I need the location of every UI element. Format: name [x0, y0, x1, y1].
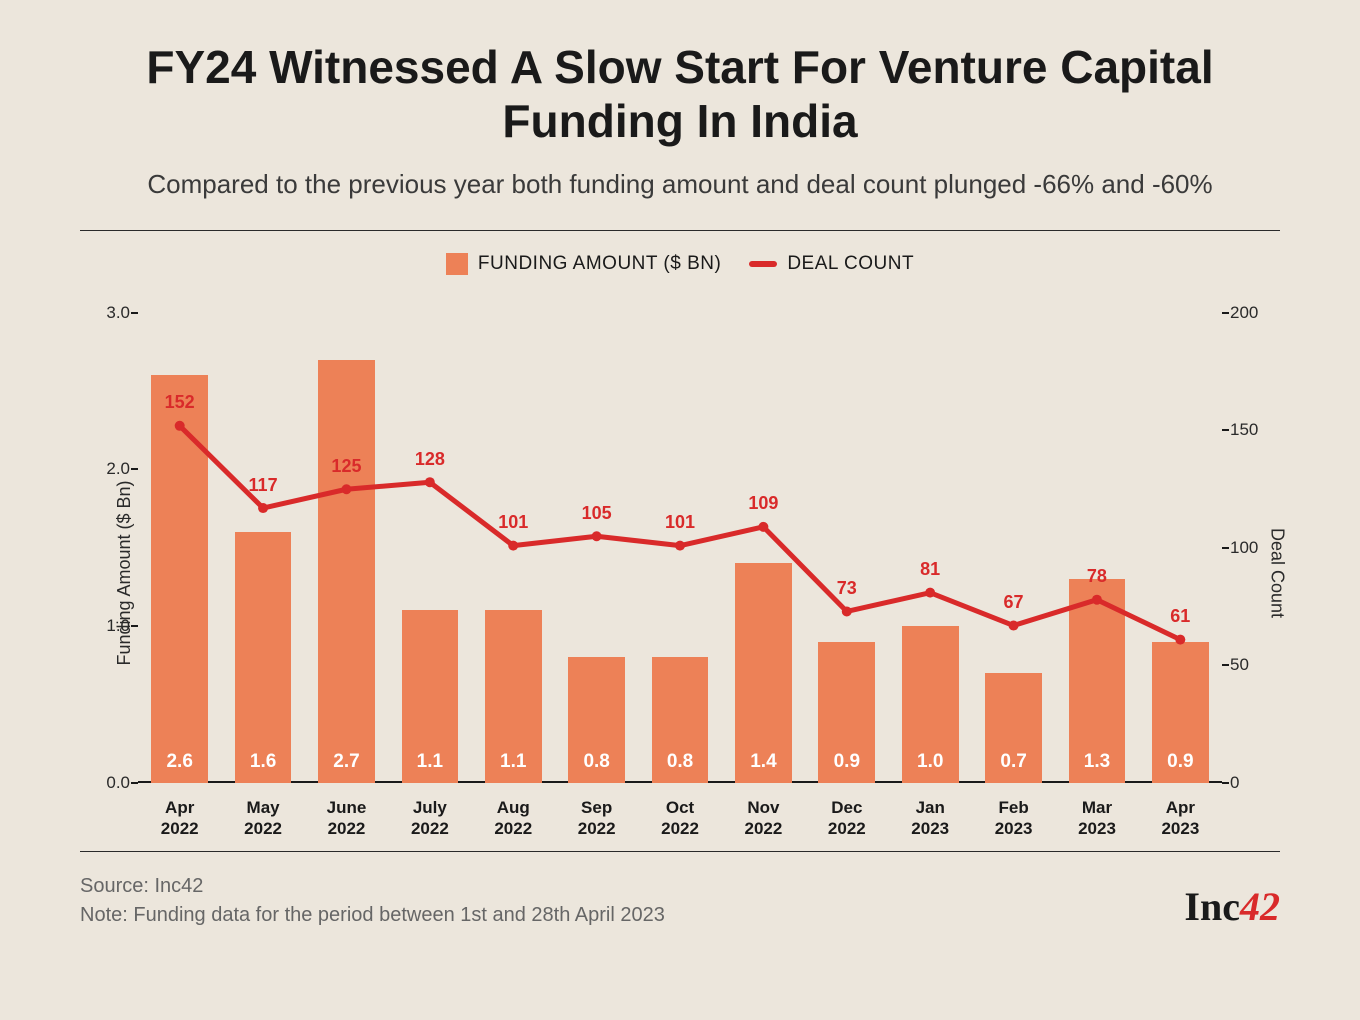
funding-bar-label: 0.9 [1167, 751, 1193, 783]
deal-count-label: 61 [1170, 606, 1190, 627]
x-tick-label: Oct2022 [638, 791, 721, 843]
footer: Source: Inc42 Note: Funding data for the… [80, 852, 1280, 930]
y-right-tick: 50 [1230, 655, 1270, 675]
funding-bar-label: 2.6 [166, 751, 192, 783]
x-tick-label: Jan2023 [889, 791, 972, 843]
x-tick-label: July2022 [388, 791, 471, 843]
funding-bar: 1.6 [235, 532, 292, 783]
bars-container: 2.6 1.6 2.7 1.1 1.1 0.8 0.8 1.4 0.9 1.0 0.7 1.3 0.9 [138, 313, 1222, 783]
funding-bar: 0.7 [985, 673, 1042, 783]
funding-bar-label: 1.6 [250, 751, 276, 783]
chart-subtitle: Compared to the previous year both fundi… [80, 167, 1280, 202]
funding-bar-label: 0.9 [834, 751, 860, 783]
x-tick-label: May2022 [221, 791, 304, 843]
logo: Inc42 [1184, 883, 1280, 930]
funding-bar-label: 0.7 [1000, 751, 1026, 783]
funding-bar-label: 1.1 [500, 751, 526, 783]
legend-line: DEAL COUNT [749, 253, 914, 275]
deal-count-label: 81 [920, 559, 940, 580]
deal-count-label: 117 [249, 475, 278, 496]
funding-bar-label: 1.4 [750, 751, 776, 783]
y-right-tick: 100 [1230, 538, 1270, 558]
funding-bar: 0.9 [1152, 642, 1209, 783]
deal-count-label: 67 [1004, 592, 1024, 613]
legend-bar: FUNDING AMOUNT ($ BN) [446, 253, 721, 275]
funding-bar: 1.1 [402, 610, 459, 782]
y-left-tick: 0.0 [90, 773, 130, 793]
footer-source: Source: Inc42 [80, 872, 665, 901]
deal-count-label: 152 [165, 392, 195, 413]
legend-bar-label: FUNDING AMOUNT ($ BN) [478, 253, 721, 275]
funding-bar: 0.9 [818, 642, 875, 783]
funding-bar: 1.3 [1069, 579, 1126, 783]
plot-region: 2.61.62.71.11.10.80.81.40.91.00.71.30.9 … [138, 313, 1222, 783]
funding-bar: 2.6 [151, 375, 208, 782]
funding-bar-label: 2.7 [333, 751, 359, 783]
deal-count-label: 73 [837, 578, 857, 599]
funding-bar-label: 0.8 [583, 751, 609, 783]
legend-line-label: DEAL COUNT [787, 253, 914, 275]
chart-area: Funding Amount ($ Bn) Deal Count 2.61.62… [80, 303, 1280, 843]
funding-bar: 1.4 [735, 563, 792, 782]
bar-swatch-icon [446, 253, 468, 275]
y-right-tick: 200 [1230, 303, 1270, 323]
deal-count-label: 125 [331, 456, 361, 477]
footer-text: Source: Inc42 Note: Funding data for the… [80, 872, 665, 930]
logo-black: Inc [1184, 883, 1240, 930]
y-right-tick: 0 [1230, 773, 1270, 793]
funding-bar: 0.8 [652, 657, 709, 782]
y-left-axis-label: Funding Amount ($ Bn) [114, 480, 135, 665]
x-tick-label: Nov2022 [722, 791, 805, 843]
legend: FUNDING AMOUNT ($ BN) DEAL COUNT [80, 231, 1280, 293]
x-tick-label: Apr2022 [138, 791, 221, 843]
funding-bar-label: 1.3 [1084, 751, 1110, 783]
funding-bar: 1.1 [485, 610, 542, 782]
deal-count-label: 105 [582, 503, 612, 524]
deal-count-label: 78 [1087, 566, 1107, 587]
x-tick-label: Apr2023 [1139, 791, 1222, 843]
funding-bar-label: 0.8 [667, 751, 693, 783]
funding-bar: 0.8 [568, 657, 625, 782]
x-tick-label: Dec2022 [805, 791, 888, 843]
deal-count-label: 109 [748, 493, 778, 514]
chart-title: FY24 Witnessed A Slow Start For Venture … [80, 40, 1280, 149]
funding-bar-label: 1.1 [417, 751, 443, 783]
logo-red: 42 [1240, 883, 1280, 930]
y-left-tick: 1.0 [90, 616, 130, 636]
y-right-tick: 150 [1230, 420, 1270, 440]
funding-bar: 1.0 [902, 626, 959, 783]
x-tick-label: Mar2023 [1055, 791, 1138, 843]
deal-count-label: 101 [665, 512, 695, 533]
footer-note: Note: Funding data for the period betwee… [80, 901, 665, 930]
x-tick-label: June2022 [305, 791, 388, 843]
y-left-tick: 3.0 [90, 303, 130, 323]
x-tick-label: Feb2023 [972, 791, 1055, 843]
x-tick-label: Aug2022 [472, 791, 555, 843]
deal-count-label: 101 [498, 512, 528, 533]
deal-count-label: 128 [415, 449, 445, 470]
line-swatch-icon [749, 261, 777, 267]
funding-bar: 2.7 [318, 360, 375, 783]
x-tick-label: Sep2022 [555, 791, 638, 843]
x-axis-labels: Apr2022May2022June2022July2022Aug2022Sep… [138, 791, 1222, 843]
funding-bar-label: 1.0 [917, 751, 943, 783]
y-left-tick: 2.0 [90, 459, 130, 479]
